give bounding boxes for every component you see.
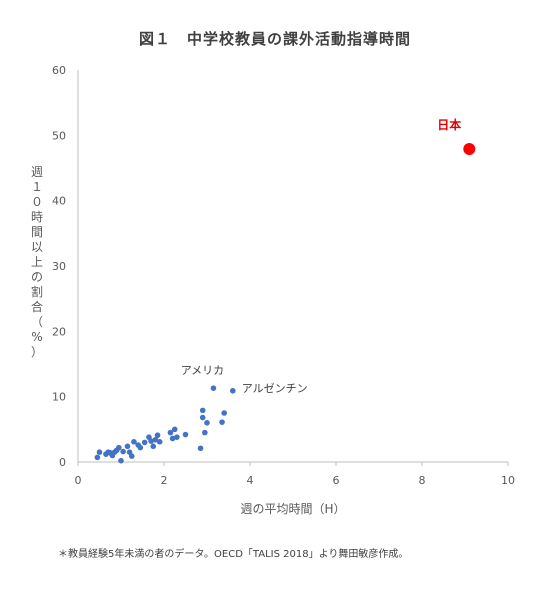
y-tick-label: 30 xyxy=(52,260,66,273)
data-point xyxy=(204,420,210,426)
data-point xyxy=(118,457,124,464)
x-tick-label: 8 xyxy=(419,474,426,487)
point-label: アルゼンチン xyxy=(242,382,308,395)
data-point xyxy=(167,429,174,436)
data-point xyxy=(202,429,208,436)
data-point xyxy=(120,448,126,455)
x-tick-label: 0 xyxy=(75,474,82,487)
data-point xyxy=(148,438,154,444)
data-point xyxy=(174,434,180,440)
data-point xyxy=(141,439,148,446)
data-point xyxy=(154,432,161,439)
data-point xyxy=(152,436,159,443)
point-label: アメリカ xyxy=(181,364,224,377)
chart-title: 図１ 中学校教員の課外活動指導時間 xyxy=(138,30,411,48)
x-axis-label: 週の平均時間（H） xyxy=(240,502,345,516)
y-axis-label: 週１０時間以上の割合（%） xyxy=(31,165,43,359)
data-point xyxy=(124,443,131,450)
data-point xyxy=(171,426,178,433)
y-tick-label: 60 xyxy=(52,64,66,77)
y-tick-label: 40 xyxy=(52,195,66,208)
data-point-labelled xyxy=(210,385,217,391)
x-tick-label: 4 xyxy=(247,474,254,487)
data-point xyxy=(156,438,163,445)
data-point xyxy=(137,444,144,451)
data-point xyxy=(150,443,157,450)
data-point xyxy=(197,445,204,452)
data-point xyxy=(182,431,189,438)
data-point xyxy=(199,407,206,414)
data-point xyxy=(128,453,135,459)
data-point xyxy=(169,435,176,442)
highlight-label: 日本 xyxy=(437,117,461,132)
data-point xyxy=(219,419,225,425)
y-tick-label: 10 xyxy=(52,391,66,404)
data-point xyxy=(199,414,206,421)
x-tick-label: 6 xyxy=(333,474,340,487)
y-tick-label: 0 xyxy=(59,456,66,469)
data-point xyxy=(131,438,137,445)
y-tick-label: 50 xyxy=(52,129,66,142)
highlight-point xyxy=(463,143,476,156)
data-point xyxy=(221,410,227,416)
data-point-labelled xyxy=(230,387,236,394)
data-point xyxy=(96,449,103,456)
x-tick-label: 10 xyxy=(501,474,515,487)
x-tick-label: 2 xyxy=(161,474,168,487)
data-point xyxy=(116,444,122,451)
footnote: ＊教員経験5年未満の者のデータ。OECD「TALIS 2018」より舞田敏彦作成… xyxy=(58,549,409,560)
y-tick-label: 20 xyxy=(52,325,66,338)
data-point xyxy=(94,454,101,461)
